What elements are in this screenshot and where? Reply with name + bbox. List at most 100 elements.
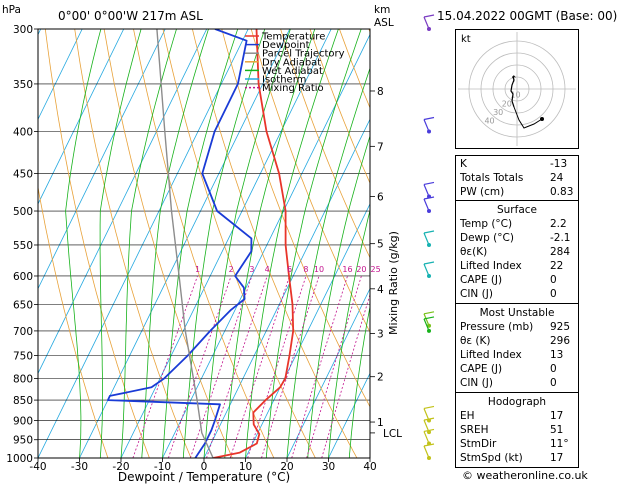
- dry-adiabat-line: [133, 29, 275, 458]
- index-row: Lifted Index 13: [460, 349, 564, 361]
- height-tick-label: 3: [377, 328, 384, 340]
- separator: [456, 200, 578, 201]
- separator: [456, 392, 578, 393]
- pressure-tick-label: 500: [13, 206, 33, 218]
- pressure-tick-label: 800: [13, 373, 33, 385]
- index-row: K -13: [460, 158, 568, 170]
- wind-barb-icon: [423, 181, 435, 186]
- dry-adiabat-line: [38, 185, 109, 458]
- height-tick-label: LCL: [383, 428, 402, 440]
- dry-adiabat-line: [191, 29, 358, 458]
- surface-section-title: Surface: [496, 204, 537, 216]
- pressure-tick-label: 300: [13, 24, 33, 36]
- isotherm-line: [328, 372, 370, 458]
- wind-barb-icon: [423, 405, 435, 410]
- mixing-ratio-line: [261, 275, 320, 458]
- legend-label: Mixing Ratio: [262, 83, 324, 94]
- pressure-tick-label: 850: [13, 395, 33, 407]
- dry-adiabat-line: [44, 29, 150, 458]
- isotherm-line: [79, 29, 291, 458]
- copyright-footer: © weatheronline.co.uk: [462, 469, 588, 482]
- wet-adiabat-line: [348, 304, 370, 458]
- index-row: θε(K) 284: [460, 246, 571, 258]
- mixing-ratio-label: 25: [371, 265, 381, 274]
- dry-adiabat-line: [221, 29, 370, 408]
- pressure-tick-label: 550: [13, 240, 33, 252]
- height-tick-label: 6: [377, 191, 384, 203]
- height-tick-label: 4: [377, 284, 384, 296]
- hodograph-trace-low: [513, 106, 543, 129]
- mixing-ratio-line: [132, 275, 198, 458]
- wet-adiabat-line: [328, 209, 370, 458]
- mixing-ratio-line: [168, 275, 232, 458]
- legend-label: Parcel Trajectory: [262, 49, 345, 60]
- height-tick-label: 2: [377, 372, 384, 384]
- hodograph-unit-label: kt: [461, 34, 471, 45]
- series-line-parcel-trajectory: [156, 29, 214, 458]
- location-title: 0°00' 0°00'W 217m ASL: [58, 9, 203, 23]
- wind-barb-icon: [423, 311, 435, 315]
- height-axis-reference: ASL: [374, 17, 394, 29]
- wet-adiabat-line: [307, 134, 370, 458]
- temperature-tick-label: 30: [322, 461, 335, 473]
- hodograph-trace: [510, 76, 515, 108]
- wind-barb-icon: [423, 431, 430, 444]
- wind-barb-icon: [423, 14, 435, 18]
- legend-label: Dry Adiabat: [262, 57, 321, 68]
- pressure-tick-label: 600: [13, 271, 33, 283]
- temperature-tick-label: -20: [112, 461, 129, 473]
- temperature-tick-label: -10: [154, 461, 171, 473]
- wind-barb-icon: [423, 116, 435, 121]
- wind-barb-icon: [423, 445, 430, 459]
- wet-adiabat-line: [182, 29, 266, 458]
- wind-barb-icon: [423, 417, 435, 421]
- pressure-axis-unit: hPa: [2, 4, 21, 16]
- wind-barb-icon: [423, 16, 430, 30]
- index-row: EH 17: [460, 410, 564, 422]
- height-axis-unit: km: [374, 4, 390, 16]
- x-axis-title: Dewpoint / Temperature (°C): [118, 470, 290, 484]
- index-row: Totals Totals 24: [460, 172, 564, 184]
- wind-barb-icon: [423, 408, 430, 421]
- wet-adiabat-line: [286, 67, 370, 458]
- run-datetime: 15.04.2022 00GMT (Base: 00): [437, 9, 617, 23]
- temperature-tick-label: -30: [71, 461, 88, 473]
- wet-adiabat-line: [65, 29, 102, 458]
- legend-label: Wet Adiabat: [262, 66, 323, 77]
- isotherm-line: [38, 29, 125, 205]
- hodograph-section-title: Hodograph: [487, 396, 547, 408]
- pressure-tick-label: 1000: [6, 453, 33, 465]
- isotherm-line: [120, 29, 332, 458]
- wet-adiabat-line: [265, 29, 362, 458]
- index-row: StmSpd (kt) 17: [460, 452, 564, 464]
- index-row: CAPE (J) 0: [460, 274, 557, 286]
- isotherm-line: [38, 29, 83, 121]
- hodograph-arrow-icon: ↑: [510, 75, 518, 85]
- height-tick-label: 1: [377, 417, 384, 429]
- wind-barb-icon: [423, 184, 430, 197]
- wind-barb-icon: [423, 316, 435, 320]
- hodograph-ring-label: 40: [484, 117, 494, 126]
- wet-adiabat-line: [162, 29, 239, 458]
- temperature-tick-label: 10: [239, 461, 252, 473]
- separator: [456, 303, 578, 304]
- index-row: Temp (°C) 2.2: [460, 218, 567, 230]
- index-row: SREH 51: [460, 424, 564, 436]
- dry-adiabat-line: [103, 29, 233, 458]
- hodograph-ring-label: 30: [493, 108, 503, 117]
- mixing-ratio-label: 6: [287, 265, 292, 274]
- mixing-ratio-label: 20: [356, 265, 366, 274]
- dry-adiabat-line: [250, 29, 370, 334]
- height-tick-label: 5: [377, 239, 384, 251]
- wet-adiabat-line: [141, 29, 209, 458]
- hodograph-ring-label: 10: [510, 91, 520, 100]
- wind-barb-icon: [423, 261, 435, 265]
- pressure-tick-label: 900: [13, 415, 33, 427]
- wind-barb-icon: [423, 230, 435, 234]
- index-row: CAPE (J) 0: [460, 363, 557, 375]
- index-row: θε (K) 296: [460, 335, 571, 347]
- temperature-tick-label: -40: [29, 461, 46, 473]
- mixing-ratio-line: [229, 275, 290, 458]
